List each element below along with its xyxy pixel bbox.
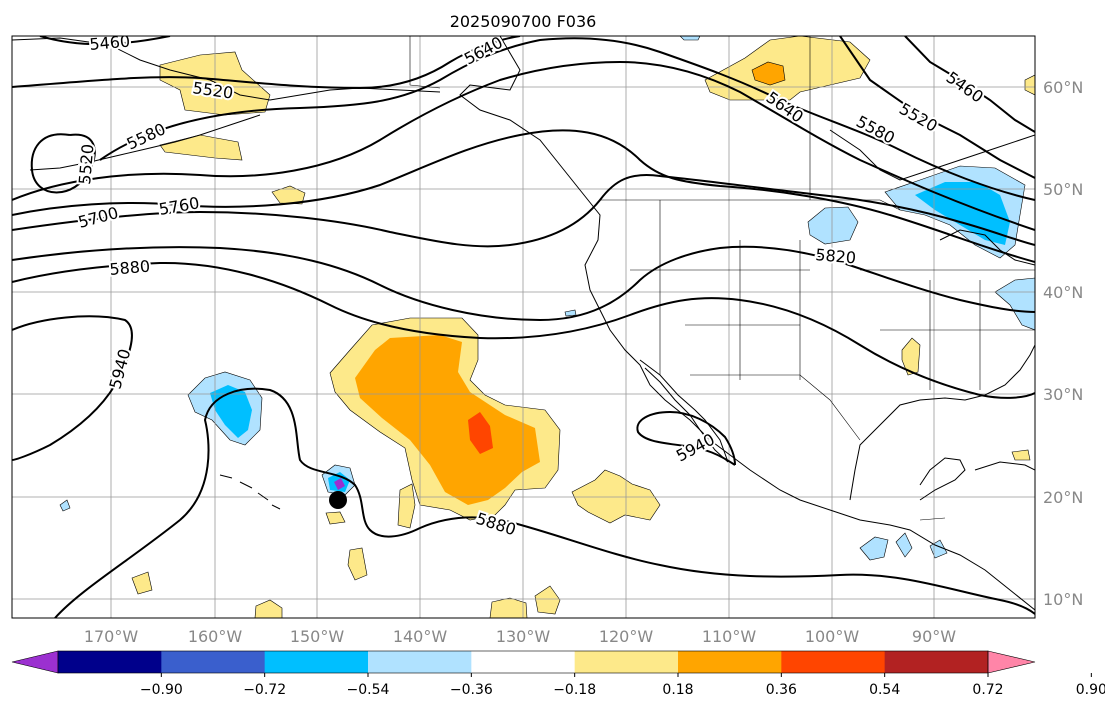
contour-label: 5460	[89, 32, 131, 54]
coastlines	[12, 36, 1035, 611]
contour-5580-mid	[99, 37, 1035, 201]
storm-center-marker	[329, 491, 347, 509]
contour-5520-east	[839, 36, 1035, 179]
positive-anomaly-area	[159, 134, 243, 161]
lat-label: 20°N	[1043, 488, 1083, 507]
strong-positive-anomaly-area	[751, 61, 786, 86]
strong-positive-anomaly-area	[355, 335, 540, 505]
lon-label: 90°W	[912, 627, 956, 646]
lat-label: 50°N	[1043, 180, 1083, 199]
colorbar-tick-label: 0.36	[766, 682, 797, 698]
hawaiian-islands	[219, 474, 281, 510]
colorbar-tick-label: 0.54	[869, 682, 900, 698]
contour-5580	[12, 36, 521, 90]
lon-label: 100°W	[805, 627, 860, 646]
positive-anomaly-area	[1011, 449, 1031, 461]
positive-anomaly-area	[901, 337, 921, 376]
map-panel: 5460 5460 5520 5520 5520 5580 5580 5640 …	[12, 32, 1035, 618]
aleutian-chain	[29, 114, 261, 171]
positive-anomaly-area	[254, 599, 283, 618]
negative-anomaly-area	[994, 277, 1035, 331]
cuba-coast	[974, 461, 1035, 471]
colorbar-tick-label: 0.72	[972, 682, 1003, 698]
great-lakes	[939, 229, 1035, 266]
lon-label: 130°W	[496, 627, 551, 646]
graticule	[12, 36, 1035, 618]
contour-5520-closed	[30, 133, 96, 194]
contour-5880	[12, 261, 1035, 399]
height-contours	[12, 36, 1035, 618]
negative-anomaly-area	[679, 36, 701, 41]
colorbar-tick-label: −0.18	[553, 682, 596, 698]
colorbar-tick-label: −0.36	[450, 682, 493, 698]
negative-anomaly-area	[895, 532, 913, 558]
colorbar: −0.90 −0.72 −0.54 −0.36 −0.18 0.18 0.36 0.54 0.7…	[11, 650, 1105, 698]
contour-label: 5820	[815, 245, 857, 267]
colorbar-tick-label: −0.54	[347, 682, 390, 698]
colorbar-extend-low	[11, 650, 59, 674]
colorbar-cell	[574, 651, 679, 673]
positive-anomaly-area	[571, 469, 661, 524]
latitude-labels: 60°N 50°N 40°N 30°N 20°N 10°N	[1043, 78, 1083, 609]
contour-5880-south	[54, 387, 1035, 618]
colorbar-cell	[58, 651, 162, 673]
very-strong-anomaly-area	[468, 412, 493, 454]
extreme-negative-anomaly-area	[334, 478, 345, 490]
yucatan-coast	[919, 457, 966, 501]
colorbar-cell	[368, 651, 472, 673]
contour-5940-west	[12, 315, 133, 461]
lon-label: 150°W	[290, 627, 345, 646]
positive-anomaly-area	[325, 511, 346, 525]
colorbar-cell	[884, 651, 989, 673]
positive-anomaly-area	[534, 585, 561, 615]
colorbar-tick-label: −0.72	[243, 682, 286, 698]
lat-label: 60°N	[1043, 78, 1083, 97]
negative-anomaly-area	[807, 206, 859, 245]
contour-5760	[12, 174, 1035, 248]
colorbar-extend-high	[987, 650, 1036, 674]
contour-5460-east	[904, 36, 1035, 133]
contour-5640	[12, 60, 1035, 231]
colorbar-tick-label: −0.90	[140, 682, 183, 698]
lat-label: 30°N	[1043, 385, 1083, 404]
colorbar-tick-label: 0.90	[1076, 682, 1105, 698]
lat-label: 40°N	[1043, 283, 1083, 302]
positive-anomaly-area	[271, 185, 306, 205]
lon-label: 160°W	[188, 627, 243, 646]
anomaly-shading	[59, 36, 1035, 618]
positive-anomaly-area	[347, 547, 368, 581]
north-america-west-coast	[459, 36, 1035, 611]
lon-label: 120°W	[599, 627, 654, 646]
lon-label: 110°W	[702, 627, 757, 646]
map-frame	[11, 35, 1036, 619]
negative-anomaly-area	[859, 536, 889, 561]
negative-anomaly-area	[59, 499, 71, 512]
contour-5940-baja	[636, 410, 736, 466]
lon-label: 170°W	[84, 627, 139, 646]
contour-5460	[39, 36, 171, 46]
colorbar-cell	[264, 651, 369, 673]
longitude-labels: 170°W 160°W 150°W 140°W 130°W 120°W 110°…	[84, 627, 956, 646]
contour-5700	[12, 129, 1035, 263]
lat-label: 10°N	[1043, 590, 1083, 609]
colorbar-tick-label: 0.18	[662, 682, 693, 698]
colorbar-cell	[781, 651, 886, 673]
baja-california	[639, 359, 729, 463]
map-title: 2025090700 F036	[450, 12, 597, 31]
hudson-bay-coast	[829, 129, 1035, 181]
contour-label: 5520	[75, 143, 97, 185]
gulf-of-mexico-coast	[849, 344, 1035, 501]
colorbar-cell	[161, 651, 266, 673]
positive-anomaly-area	[131, 571, 153, 595]
colorbar-cell	[471, 651, 576, 673]
positive-anomaly-area	[397, 483, 416, 529]
colorbar-frame	[57, 650, 989, 674]
contour-5820	[12, 245, 1035, 322]
contour-label: 5880	[109, 257, 151, 279]
lon-label: 140°W	[393, 627, 448, 646]
colorbar-cell	[678, 651, 782, 673]
